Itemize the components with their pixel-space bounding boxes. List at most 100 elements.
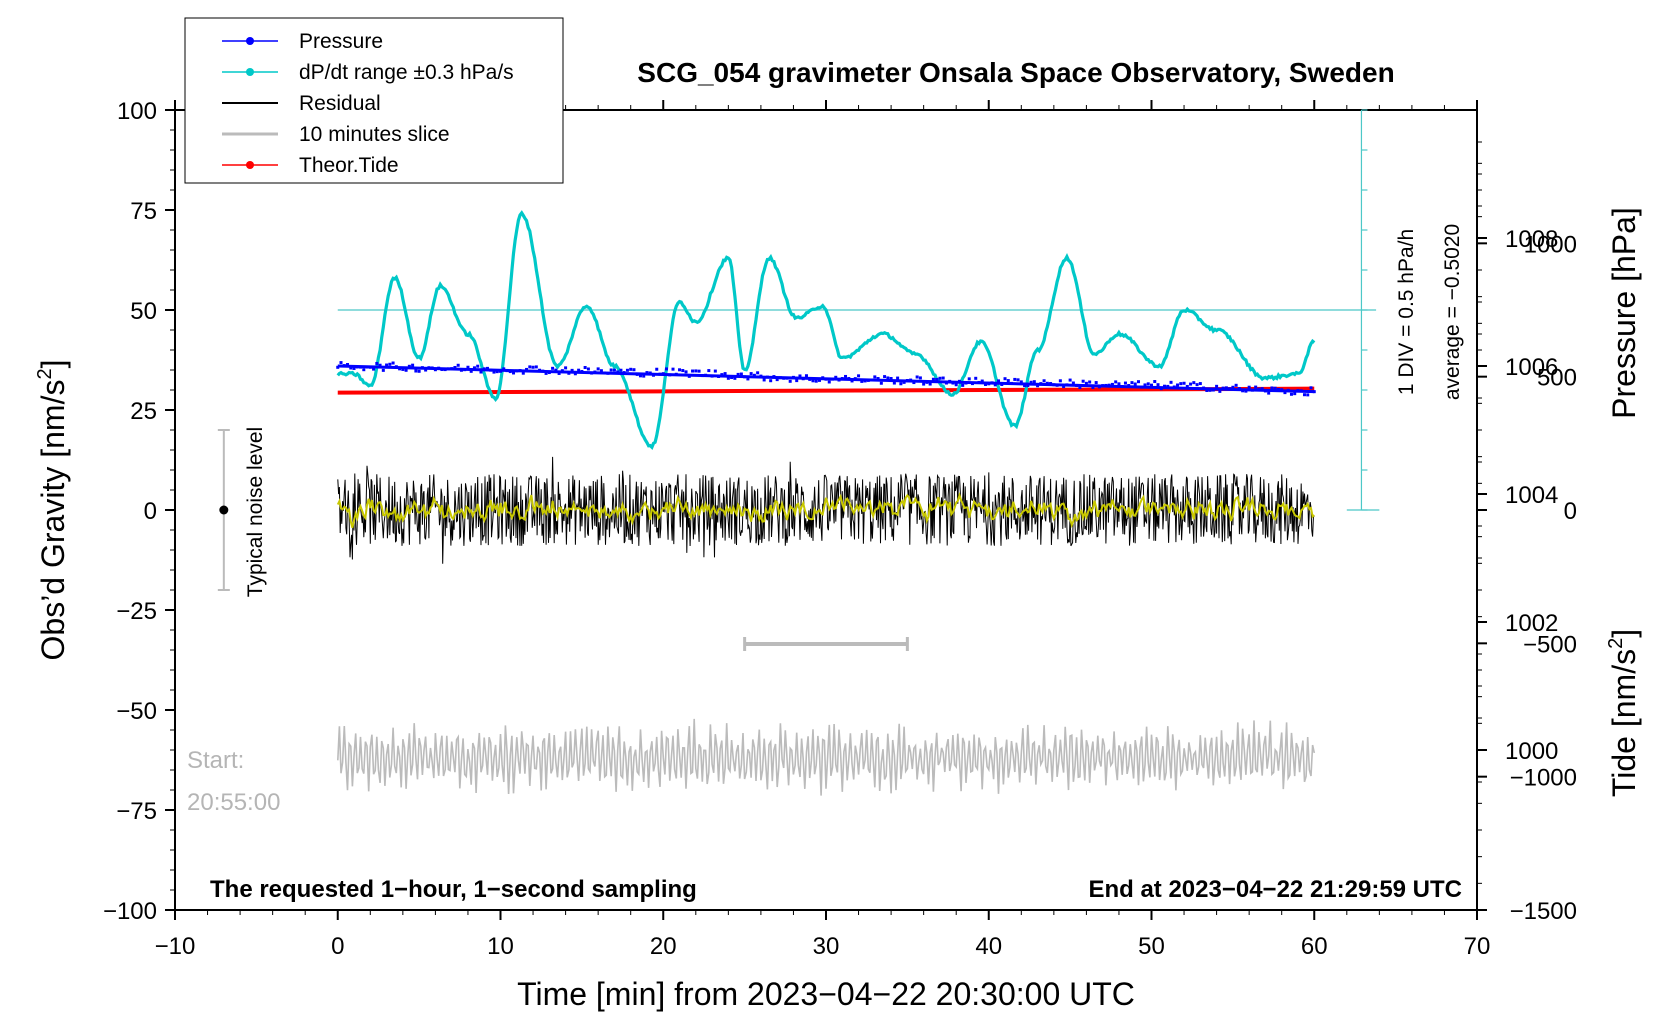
pressure-point [339,361,343,365]
y-tick-label-3: 25 [130,398,157,425]
start-time: 20:55:00 [187,789,280,816]
pressure-point [1280,388,1284,392]
pressure-point [749,372,753,376]
pressure-point [736,372,740,376]
pressure-point [866,378,870,382]
pressure-point [645,371,649,375]
pressure-point [700,374,704,378]
pressure-point [586,367,590,371]
tide-tick-label-0: 1000 [1524,231,1577,258]
pressure-point [1215,384,1219,388]
pressure-point [573,372,577,376]
pressure-point [508,370,512,374]
pressure-point [512,371,516,375]
pressure-point [1104,383,1108,387]
pressure-point [1140,385,1144,389]
pressure-point [365,365,369,369]
pressure-point [769,379,773,383]
pressure-point [993,383,997,387]
pressure-point [726,376,730,380]
legend-item-slice: 10 minutes slice [222,123,450,146]
x-tick-label-1: 0 [331,933,344,960]
pressure-point [417,369,421,373]
pressure-point [635,372,639,376]
pressure-point [1023,384,1027,388]
pressure-point [905,379,909,383]
pressure-point [538,368,542,372]
pressure-point [521,371,525,375]
pressure-point [401,367,405,371]
pressure-point [1088,380,1092,384]
pressure-point [599,369,603,373]
pressure-point [544,371,548,375]
legend-item-tide: Theor.Tide [222,154,399,177]
tide-tick-label-2: 0 [1564,498,1577,525]
pressure-point [1058,379,1062,383]
pressure-point [479,370,483,374]
pressure-point [414,369,418,373]
pressure-point [804,374,808,378]
y-tick-label-7: −75 [116,798,157,825]
pressure-point [1302,393,1306,397]
pressure-point [593,370,597,374]
pressure-point [980,379,984,383]
pressure-point [759,374,763,378]
pressure-point [665,367,669,371]
pressure-point [1081,379,1085,383]
pressure-point [964,381,968,385]
pressure-point [381,368,385,372]
pressure-point [1026,384,1030,388]
pressure-point [1179,382,1183,386]
tide-axis-label-text: Tide [nm/s [1606,649,1642,797]
legend: Pressure dP/dt range ±0.3 hPa/s Residual… [184,17,564,184]
pressure-point [541,369,545,373]
pressure-point [1198,382,1202,386]
pressure-point [1172,385,1176,389]
pressure-point [791,375,795,379]
pressure-point [970,382,974,386]
pressure-point [375,361,379,365]
pressure-point [1133,382,1137,386]
legend-item-pressure: Pressure [222,30,383,53]
pressure-point [1286,388,1290,392]
x-tick-label-6: 50 [1138,933,1165,960]
pressure-tick-label-0: 1008 [1505,226,1558,253]
dpdt-curve [336,210,1316,450]
pressure-point [355,365,359,369]
pressure-point [1273,386,1277,390]
pressure-point [961,383,965,387]
pressure-point [629,367,633,371]
pressure-point [827,380,831,384]
pressure-point [892,381,896,385]
pressure-point [463,368,467,372]
pressure-point [977,380,981,384]
pressure-point [1189,382,1193,386]
pressure-point [938,376,942,380]
legend-item-residual: Residual [222,92,381,115]
pressure-point [713,369,717,373]
pressure-point [336,365,340,369]
legend-label-residual: Residual [299,92,381,115]
pressure-tick-label-2: 1004 [1505,482,1558,509]
pressure-point [372,367,376,371]
legend-marker-pressure [246,37,254,45]
pressure-point [1231,385,1235,389]
pressure-point [1299,389,1303,393]
pressure-point [765,375,769,379]
pressure-point [648,371,652,375]
legend-marker-tide [246,161,254,169]
pressure-point [990,381,994,385]
pressure-point [1159,387,1163,391]
pressure-point [1003,377,1007,381]
pressure-point [707,369,711,373]
pressure-point [1224,386,1228,390]
pressure-point [772,375,776,379]
pressure-point [632,368,636,372]
pressure-point [424,368,428,372]
pressure-point [1042,379,1046,383]
pressure-point [505,369,509,373]
pressure-point [756,371,760,375]
y-tick-label-0: 100 [117,98,157,125]
pressure-point [609,368,613,372]
pressure-point [1071,381,1075,385]
